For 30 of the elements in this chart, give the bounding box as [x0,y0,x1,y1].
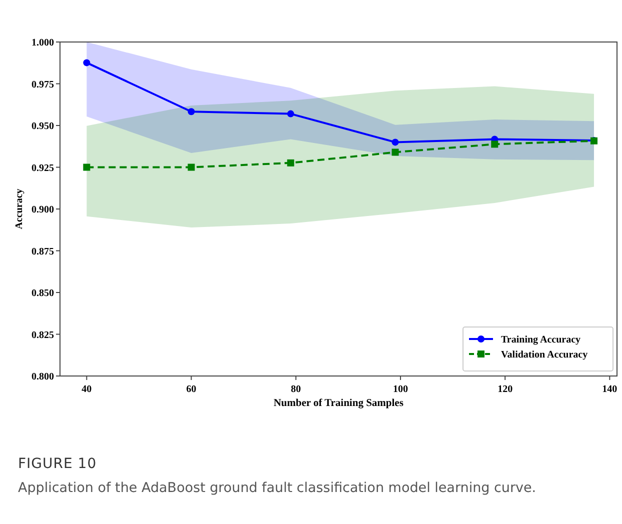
x-axis-title: Number of Training Samples [274,398,404,409]
y-axis-title: Accuracy [14,188,25,230]
y-tick-label: 0.825 [32,330,54,341]
x-tick-label: 140 [602,384,618,395]
caption: FIGURE 10 [18,456,97,472]
y-tick-label: 0.925 [32,162,54,174]
y-tick-label: 0.950 [32,121,54,132]
legend-label: Validation Accuracy [501,350,588,360]
point [392,148,399,156]
text: Application of the AdaBoost ground fault classification model learning curve. [18,480,536,496]
x-tick-label: 40 [82,384,92,395]
x-tick-label: 80 [290,384,301,395]
point [287,110,294,118]
point [392,138,399,146]
x-tick-label: 100 [392,384,408,395]
y-tick-label: 1.000 [32,38,54,48]
y-tick-label: 0.850 [32,288,54,299]
legend-label: Training Accuracy [501,334,581,346]
point [188,164,195,171]
y-tick-label: 0.900 [32,204,54,216]
point [83,59,90,66]
point [188,108,195,116]
y-tick-label: 0.800 [32,372,54,382]
x-tick-label: 120 [498,384,513,395]
y-tick-label: 0.975 [32,79,54,90]
y-tick-label: 0.875 [32,246,54,258]
point [491,140,498,148]
x-tick-label: 60 [186,384,196,395]
point [83,164,90,171]
point [287,159,294,166]
